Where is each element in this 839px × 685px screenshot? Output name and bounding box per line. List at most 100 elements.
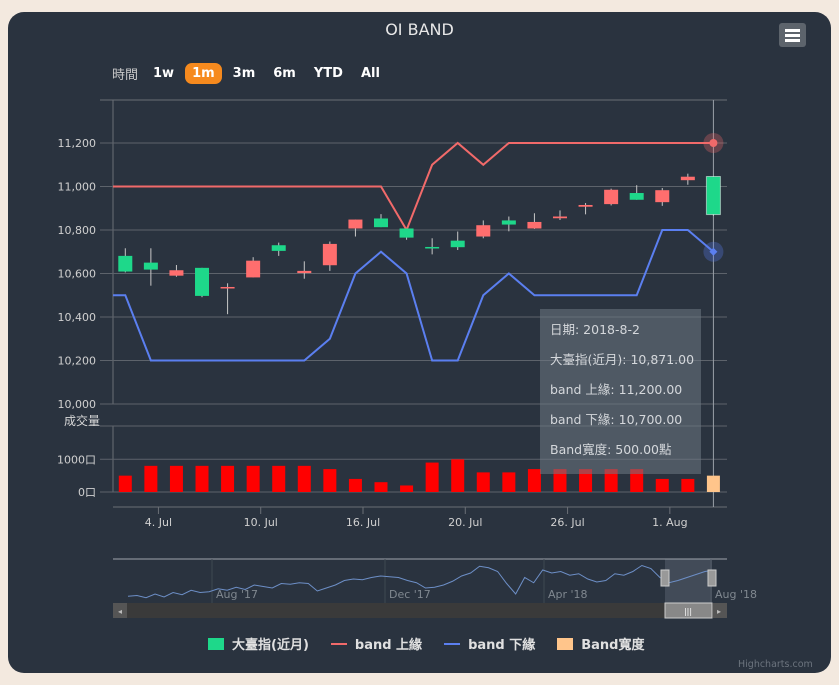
candle: [450, 240, 465, 248]
candle: [169, 270, 184, 276]
upper-hover-marker: [709, 139, 718, 147]
range-label: 時間: [112, 68, 139, 83]
legend-label: band 下緣: [468, 638, 536, 653]
y-tick-label: 11,000: [58, 181, 97, 194]
range-6m-button[interactable]: 6m: [273, 66, 296, 81]
navigator-series: [127, 564, 715, 599]
scroll-left-arrow-icon: ◂: [118, 607, 122, 616]
tooltip: 日期: 2018-8-2 大臺指(近月): 10,871.00 band 上緣:…: [540, 309, 701, 474]
band-width-bar: [655, 478, 669, 492]
band-width-bar: [246, 465, 260, 492]
band-width-bar: [221, 465, 235, 492]
legend-symbol: [208, 637, 224, 650]
scrollbar-right-button[interactable]: [713, 603, 727, 618]
x-tick-label: 10. Jul: [244, 516, 278, 529]
legend-item-upper[interactable]: band 上緣: [330, 634, 423, 653]
candle: [501, 220, 516, 225]
tooltip-lower: band 下緣: 10,700.00: [550, 412, 683, 427]
candle: [220, 286, 235, 289]
navigator-handle[interactable]: [660, 569, 670, 587]
legend: 大臺指(近月) band 上緣 band 下緣 Band寬度: [208, 634, 666, 653]
candle: [476, 225, 491, 237]
legend-label: 大臺指(近月): [232, 638, 309, 653]
y-tick-label: 10,000: [58, 398, 97, 411]
legend-item-index[interactable]: 大臺指(近月): [208, 634, 309, 653]
y-tick-label: 10,800: [58, 224, 97, 237]
navigator-selected-range: [665, 559, 712, 603]
legend-item-lower[interactable]: band 下緣: [444, 634, 535, 653]
band-width-bar: [502, 472, 516, 492]
band-width-bar: [527, 469, 541, 492]
legend-item-width[interactable]: Band寬度: [557, 634, 644, 653]
chart-title: OI BAND: [385, 20, 454, 39]
candle: [552, 216, 567, 219]
navigator-handle[interactable]: [707, 569, 717, 587]
navigator-label: Apr '18: [548, 588, 588, 601]
scrollbar-left-button[interactable]: [113, 603, 127, 618]
band-width-bar: [630, 469, 644, 492]
candle: [143, 262, 158, 270]
scroll-right-arrow-icon: ▸: [717, 607, 721, 616]
band-width-bar: [144, 465, 158, 492]
candle: [195, 267, 210, 296]
legend-symbol: [557, 637, 574, 650]
band-width-bar: [272, 465, 286, 492]
tooltip-width: Band寬度: 500.00點: [550, 442, 672, 457]
legend-symbol: [444, 642, 461, 645]
band-width-bar: [553, 469, 567, 492]
hamburger-menu-icon[interactable]: [779, 23, 806, 47]
candle: [705, 175, 721, 216]
navigator-label: Dec '17: [389, 588, 431, 601]
candle: [425, 246, 440, 249]
lower-hover-marker: [709, 247, 718, 256]
y-tick-label: 10,400: [58, 311, 97, 324]
scrollbar-grip-icon: |||: [684, 607, 692, 616]
band-width-bar: [706, 475, 720, 492]
y2-tick-label: 0口: [78, 486, 96, 499]
candle: [604, 189, 619, 205]
scrollbar-track[interactable]: [113, 603, 727, 618]
band-width-bar: [476, 472, 490, 492]
range-1w-button[interactable]: 1w: [153, 66, 175, 81]
legend-label: Band寬度: [581, 638, 645, 653]
lower-band-line: [113, 229, 715, 362]
range-1m-button[interactable]: 1m: [185, 63, 222, 84]
y-tick-label: 10,200: [58, 355, 97, 368]
range-all-button[interactable]: All: [360, 66, 380, 81]
y-tick-label: 10,600: [58, 268, 97, 281]
y2-tick-label: 1000口: [57, 453, 96, 466]
band-width-bar: [400, 485, 414, 492]
y-tick-label: 11,200: [58, 137, 97, 150]
x-tick-label: 16. Jul: [346, 516, 380, 529]
candle: [527, 221, 542, 229]
band-width-bar: [323, 469, 337, 492]
tooltip-close: 大臺指(近月): 10,871.00: [550, 352, 695, 367]
band-width-bar: [118, 475, 132, 492]
band-width-bar: [579, 469, 593, 492]
navigator-label: Aug '18: [715, 588, 757, 601]
band-width-bar: [374, 482, 388, 492]
candle: [246, 260, 261, 278]
y2-axis-title: 成交量: [64, 413, 100, 428]
band-width-bar: [169, 465, 183, 492]
candle: [655, 190, 670, 203]
range-3m-button[interactable]: 3m: [232, 66, 256, 81]
scrollbar-thumb[interactable]: [664, 602, 713, 619]
candle: [578, 204, 593, 207]
navigator-label: Aug '17: [216, 588, 258, 601]
candle: [322, 243, 337, 266]
candle: [374, 218, 388, 228]
candle: [629, 193, 644, 200]
x-tick-label: 1. Aug: [652, 516, 687, 529]
candle: [680, 176, 695, 181]
legend-symbol: [330, 642, 347, 645]
range-ytd-button[interactable]: YTD: [313, 66, 343, 81]
tooltip-date: 日期: 2018-8-2: [550, 322, 640, 337]
x-tick-label: 26. Jul: [550, 516, 584, 529]
candle: [118, 255, 133, 272]
candle: [271, 245, 286, 251]
band-width-bar: [604, 469, 618, 492]
credits-link[interactable]: Highcharts.com: [738, 659, 813, 670]
legend-label: band 上緣: [354, 638, 423, 653]
